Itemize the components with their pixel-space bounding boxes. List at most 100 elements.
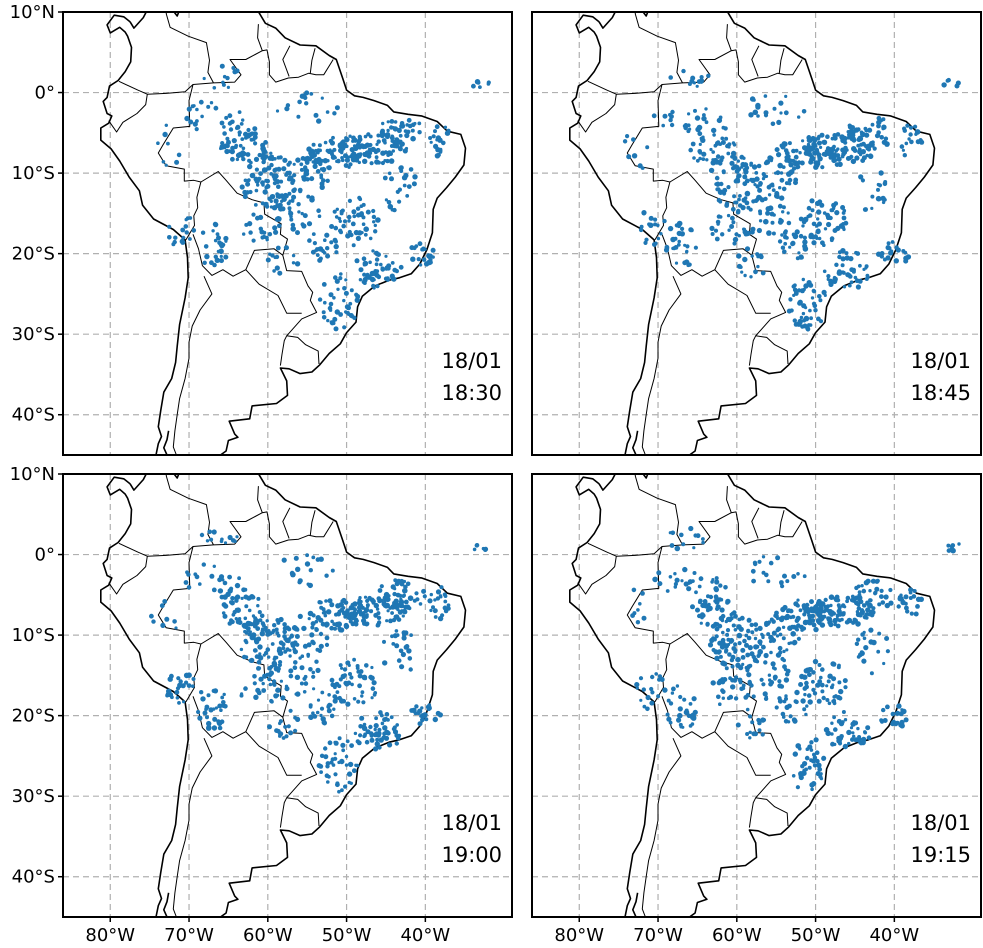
- lightning-point: [908, 125, 914, 130]
- lightning-point: [368, 236, 373, 241]
- lightning-point: [801, 139, 805, 143]
- lightning-point: [321, 282, 327, 287]
- lightning-point: [339, 272, 343, 276]
- lightning-point: [731, 220, 736, 225]
- lightning-point: [333, 772, 338, 777]
- lightning-point: [373, 746, 379, 752]
- lightning-point: [745, 732, 750, 736]
- lightning-point: [716, 140, 721, 145]
- lightning-point: [690, 141, 696, 147]
- lightning-point: [361, 725, 368, 731]
- latitude-tick-label: 0°: [35, 83, 55, 104]
- lightning-point: [955, 80, 961, 86]
- lightning-point: [883, 594, 889, 600]
- lightning-point: [828, 281, 834, 287]
- lightning-point: [710, 680, 716, 686]
- lightning-point: [727, 652, 732, 657]
- lightning-point: [387, 594, 391, 598]
- lightning-point: [915, 139, 921, 145]
- lightning-point: [631, 587, 637, 593]
- lightning-point: [329, 760, 334, 765]
- lightning-point: [899, 144, 905, 149]
- lightning-point: [751, 578, 756, 584]
- lightning-point: [784, 704, 790, 711]
- lightning-point: [774, 705, 779, 710]
- lightning-point: [804, 767, 808, 772]
- lightning-point: [788, 714, 793, 719]
- coastline-west: [569, 14, 658, 455]
- lightning-point: [394, 643, 400, 649]
- lightning-point: [344, 157, 350, 163]
- lightning-point: [376, 133, 381, 138]
- lightning-point: [238, 143, 243, 148]
- lightning-point: [712, 157, 718, 164]
- lightning-point: [362, 262, 367, 267]
- lightning-point: [766, 632, 771, 637]
- lightning-point: [435, 589, 442, 595]
- lightning-point: [716, 197, 722, 203]
- lightning-point: [844, 251, 849, 256]
- lightning-point: [334, 105, 340, 111]
- lightning-point: [720, 677, 725, 682]
- country-border: [185, 181, 202, 241]
- lightning-point: [183, 224, 189, 229]
- lightning-point: [725, 616, 732, 623]
- lightning-point: [350, 682, 354, 687]
- lightning-point: [207, 529, 212, 535]
- lightning-point: [679, 231, 685, 237]
- lightning-point: [369, 609, 373, 614]
- lightning-point: [816, 209, 822, 215]
- lightning-point: [393, 598, 399, 604]
- lightning-point: [166, 688, 172, 694]
- lightning-point: [341, 597, 347, 603]
- country-border: [172, 737, 213, 917]
- lightning-point: [849, 280, 854, 285]
- lightning-point: [726, 185, 731, 190]
- lightning-point: [388, 158, 395, 164]
- country-border: [118, 542, 194, 557]
- lightning-point: [833, 622, 838, 627]
- lightning-point: [353, 145, 359, 151]
- lightning-point: [636, 608, 640, 612]
- lightning-point: [770, 220, 775, 225]
- lightning-point: [311, 711, 315, 715]
- lightning-point: [246, 127, 251, 133]
- lightning-point: [269, 199, 273, 203]
- lightning-point: [798, 608, 803, 613]
- lightning-point: [348, 134, 352, 138]
- lightning-point: [391, 617, 397, 623]
- lightning-point: [885, 704, 890, 710]
- lightning-point: [810, 208, 815, 213]
- lightning-point: [323, 140, 328, 145]
- lightning-point: [239, 647, 244, 652]
- lightning-point: [908, 596, 913, 600]
- lightning-point: [778, 100, 784, 106]
- lightning-point: [797, 300, 803, 306]
- lightning-point: [708, 167, 715, 174]
- lightning-point: [719, 607, 725, 613]
- lightning-point: [380, 131, 386, 137]
- lightning-point: [802, 707, 807, 712]
- lightning-point: [753, 731, 758, 737]
- latitude-tick-label: 40°S: [12, 405, 55, 426]
- lightning-point: [204, 704, 210, 710]
- coastline-east: [129, 12, 467, 455]
- lightning-point: [230, 619, 235, 625]
- lightning-point: [347, 229, 352, 235]
- lightning-point: [193, 572, 198, 577]
- lightning-point: [890, 240, 895, 244]
- lightning-point: [284, 172, 289, 177]
- lightning-point: [830, 721, 834, 725]
- lightning-point: [247, 632, 252, 637]
- lightning-point: [677, 239, 681, 244]
- lightning-point: [323, 613, 328, 618]
- lightning-point: [351, 209, 357, 215]
- lightning-point: [863, 645, 869, 651]
- lightning-point: [694, 590, 698, 595]
- lightning-point: [407, 656, 413, 661]
- lightning-point: [362, 734, 366, 739]
- lightning-point: [701, 540, 705, 545]
- lightning-point: [326, 780, 330, 784]
- lightning-point: [758, 253, 764, 259]
- lightning-point: [402, 183, 407, 188]
